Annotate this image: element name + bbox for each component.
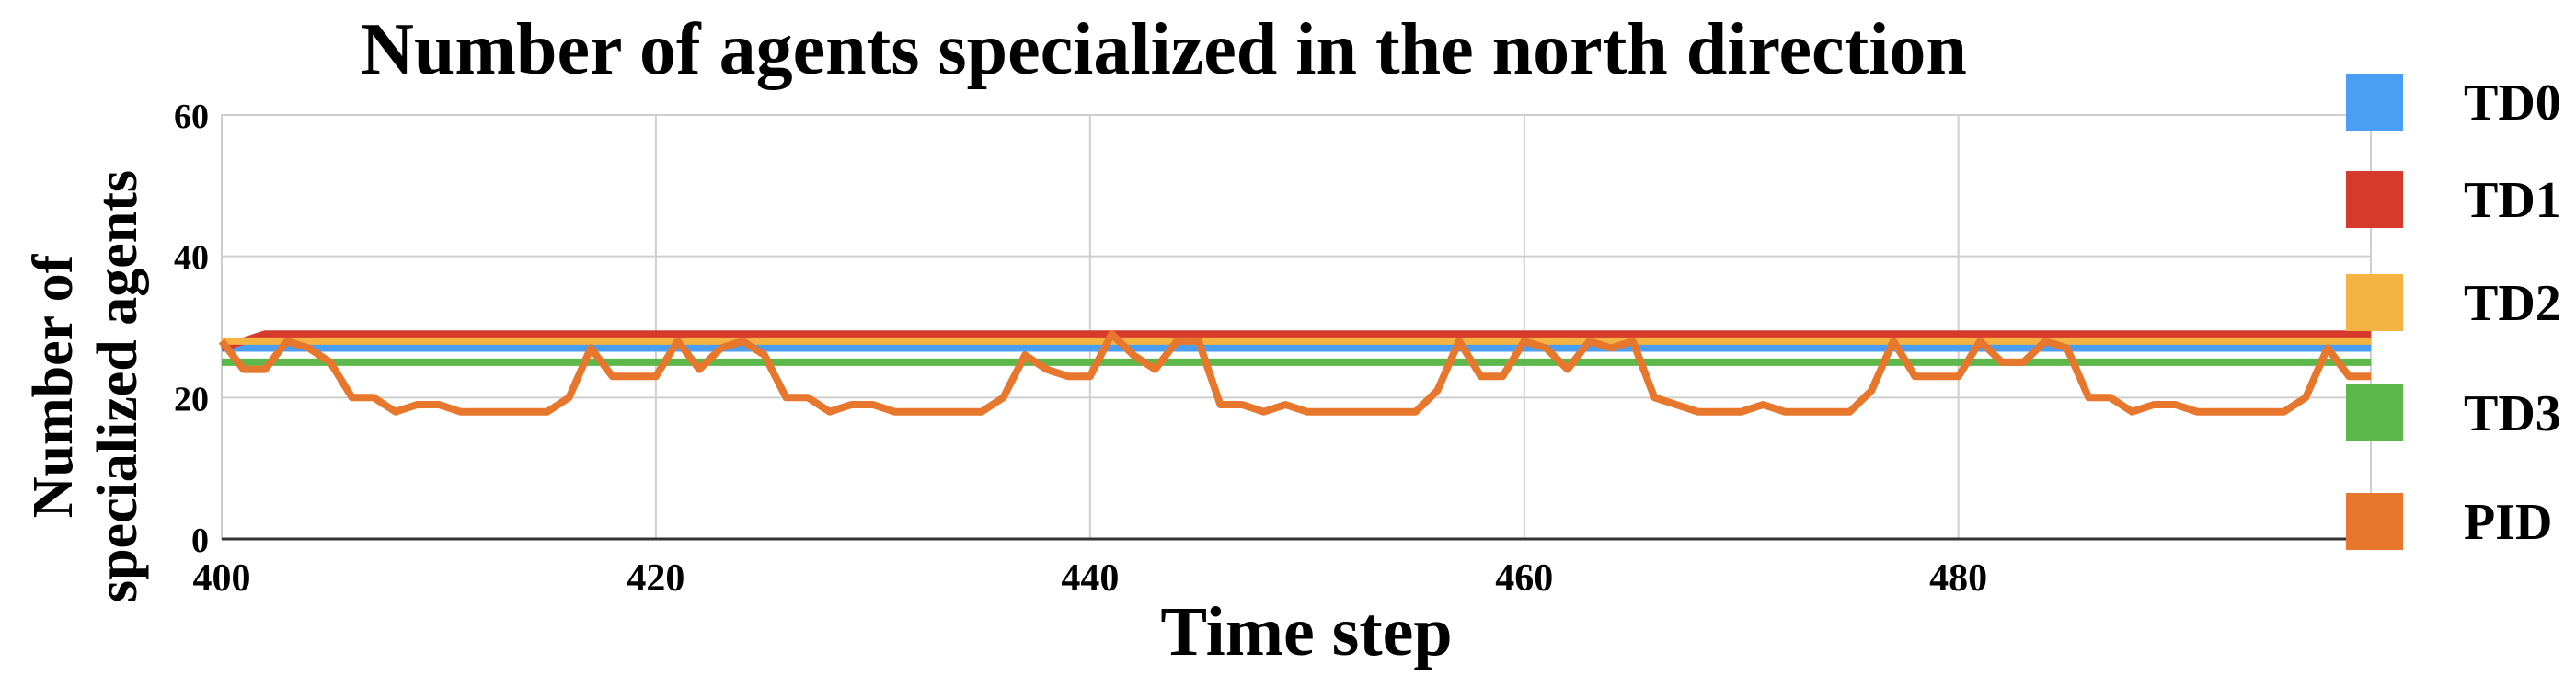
x-tick-label: 460 <box>1495 557 1553 600</box>
legend-label: PID <box>2464 494 2552 551</box>
y-tick-label: 40 <box>174 239 209 278</box>
x-tick-label: 480 <box>1929 557 1987 600</box>
legend-label: TD2 <box>2464 275 2561 332</box>
x-tick-label: 440 <box>1061 557 1119 600</box>
line-series <box>220 330 2371 352</box>
legend-swatch <box>2346 171 2403 228</box>
x-axis-label: Time step <box>1160 593 1452 670</box>
legend-label: TD1 <box>2464 172 2561 229</box>
y-axis-label: Number of <box>22 253 85 518</box>
y-tick-label: 20 <box>174 380 209 418</box>
legend-swatch <box>2346 274 2403 331</box>
legend-swatch <box>2346 384 2403 441</box>
y-tick-label: 0 <box>191 521 209 560</box>
x-tick-label: 400 <box>193 557 251 600</box>
plot-border <box>221 114 2372 540</box>
legend-label: TD0 <box>2464 74 2561 132</box>
y-axis-label: specialized agents <box>86 170 149 602</box>
legend-swatch <box>2346 74 2403 131</box>
legend-label: TD3 <box>2464 385 2561 442</box>
chart-title: Number of agents specialized in the nort… <box>361 9 1967 90</box>
y-tick-label: 60 <box>174 97 209 136</box>
x-tick-label: 420 <box>627 557 684 600</box>
line-series <box>218 330 2371 416</box>
legend-swatch <box>2346 493 2403 550</box>
